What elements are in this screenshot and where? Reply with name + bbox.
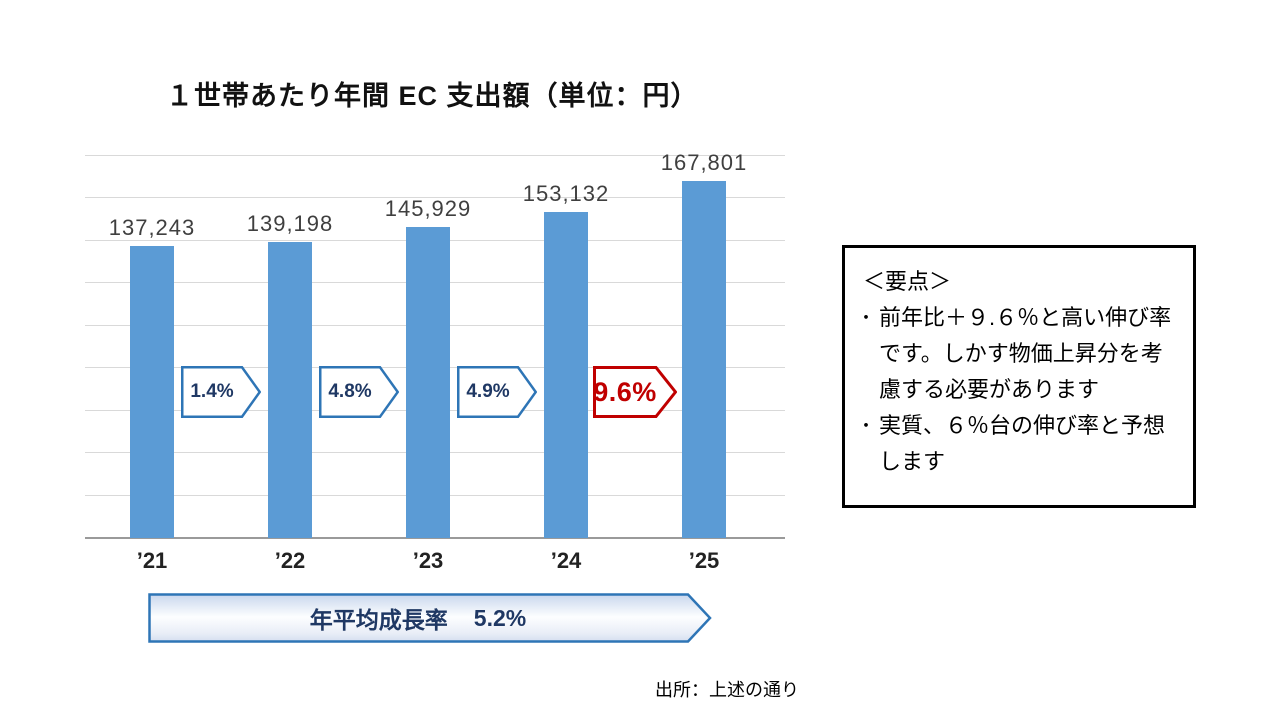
bullet-marker: ・: [857, 416, 875, 436]
cagr-banner-text: 年平均成長率 5.2%: [148, 593, 688, 643]
bar-value-label: 145,929: [384, 196, 472, 221]
gridline: [85, 154, 785, 156]
x-axis-labels: ’21 ’22 ’23 ’24 ’25: [85, 548, 785, 578]
key-point-item: ・前年比＋９.６％と高い伸び率です。しかす物価上昇分を考慮する必要があります: [857, 300, 1183, 408]
x-axis-label: ’21: [136, 548, 168, 573]
growth-arrow-shape: [593, 366, 677, 418]
growth-arrow-shape: [181, 366, 261, 418]
cagr-banner-label: 年平均成長率: [309, 607, 448, 633]
key-points-title: ＜要点＞: [863, 269, 952, 294]
bar-value-label: 167,801: [660, 150, 748, 175]
bar-chart-plot-area: 137,243 139,198 145,929 153,132 167,801 1.4% 4…: [85, 147, 785, 539]
yoy-growth-arrow: 4.9%: [457, 366, 537, 418]
yoy-growth-arrow: 9.6%: [593, 366, 677, 418]
bar-value-label: 137,243: [108, 215, 196, 240]
key-point-text: 実質、６％台の伸び率と予想します: [879, 413, 1166, 474]
growth-arrow-label: 1.4%: [190, 381, 234, 402]
x-axis-line: [85, 537, 785, 539]
bar-’23: [406, 227, 450, 538]
yoy-growth-arrow: 1.4%: [181, 366, 261, 418]
x-axis-label: ’24: [550, 548, 582, 573]
key-point-item: ・実質、６％台の伸び率と予想します: [857, 408, 1183, 480]
key-point-text: 前年比＋９.６％と高い伸び率です。しかす物価上昇分を考慮する必要があります: [879, 305, 1172, 402]
growth-arrow-label: 4.9%: [466, 381, 510, 402]
growth-arrow-shape: [457, 366, 537, 418]
growth-arrow-label: 9.6%: [593, 377, 657, 407]
bar-’24: [544, 212, 588, 538]
x-axis-label: ’23: [412, 548, 444, 573]
bar-’22: [268, 242, 312, 538]
yoy-growth-arrow: 4.8%: [319, 366, 399, 418]
bar-value-label: 139,198: [246, 211, 334, 236]
gridline: [85, 197, 785, 199]
bar-’21: [130, 246, 174, 538]
key-points-list: ・前年比＋９.６％と高い伸び率です。しかす物価上昇分を考慮する必要があります・実…: [857, 300, 1183, 480]
source-note: 出所：上述の通り: [655, 680, 799, 700]
bullet-marker: ・: [857, 308, 875, 328]
key-points-box: ＜要点＞ ・前年比＋９.６％と高い伸び率です。しかす物価上昇分を考慮する必要があ…: [842, 245, 1196, 508]
cagr-banner: 年平均成長率 5.2%: [148, 593, 712, 643]
bar-’25: [682, 181, 726, 538]
growth-arrow-label: 4.8%: [328, 381, 372, 402]
growth-arrow-shape: [319, 366, 399, 418]
bar-value-label: 153,132: [522, 181, 610, 206]
x-axis-label: ’22: [274, 548, 306, 573]
cagr-banner-value: 5.2%: [473, 604, 527, 631]
cagr-banner-arrow-shape: [148, 593, 712, 643]
chart-title: １世帯あたり年間 EC 支出額（単位：円）: [166, 81, 699, 111]
x-axis-label: ’25: [688, 548, 720, 573]
